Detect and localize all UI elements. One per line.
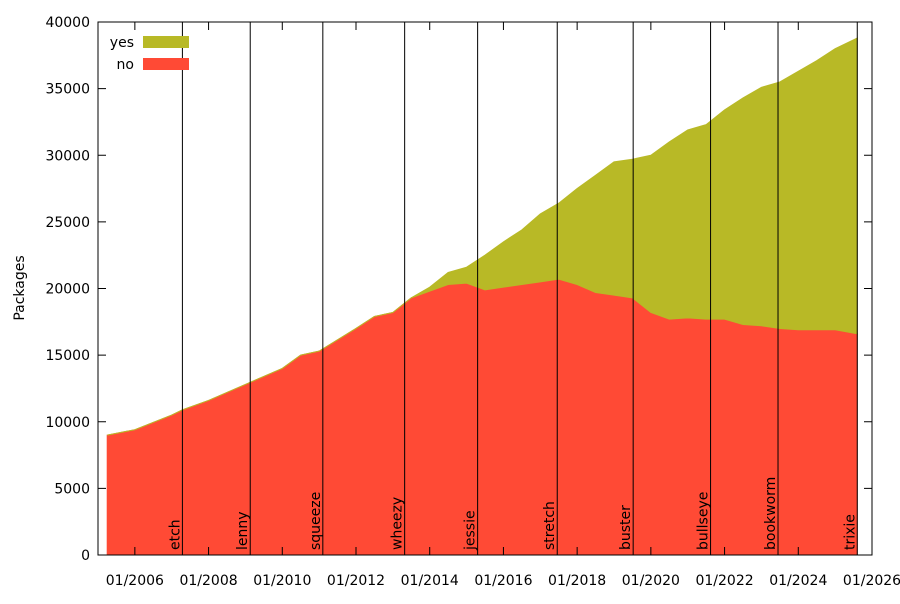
x-tick-label: 01/2024 [769,573,827,589]
legend-label-yes: yes [110,35,134,51]
legend-swatch-yes [143,36,189,48]
release-label-bookworm: bookworm [763,477,779,550]
x-axis: 01/2006 01/2008 01/2010 01/2012 01/2014 01/20… [106,22,900,589]
x-tick-label: 01/2010 [253,573,311,589]
y-tick-label: 10000 [45,415,90,431]
x-tick-label: 01/2026 [843,573,900,589]
release-lines-group: etch lenny squeeze wheezy jessie stretch buste… [167,22,858,555]
y-tick-label: 15000 [45,348,90,364]
release-label-bullseye: bullseye [696,492,712,550]
release-label-etch: etch [167,519,183,550]
y-tick-label: 30000 [45,148,90,164]
x-tick-label: 01/2018 [548,573,606,589]
legend-swatch-no [143,58,189,70]
x-tick-label: 01/2022 [695,573,753,589]
y-axis-label: Packages [12,255,28,320]
x-tick-label: 01/2012 [327,573,385,589]
y-tick-label: 35000 [45,82,90,98]
release-label-buster: buster [618,505,634,550]
legend-label-no: no [117,57,134,73]
release-label-trixie: trixie [842,514,858,550]
y-tick-label: 5000 [54,481,90,497]
release-label-stretch: stretch [542,501,558,550]
y-axis: 0 5000 10000 15000 20000 25000 30000 35000 40000 [45,15,872,564]
x-tick-label: 01/2006 [106,573,164,589]
y-tick-label: 0 [81,548,90,564]
release-label-squeeze: squeeze [308,492,324,550]
legend: yes no [110,35,189,73]
x-tick-label: 01/2008 [179,573,237,589]
y-tick-label: 25000 [45,215,90,231]
y-tick-label: 20000 [45,282,90,298]
release-label-jessie: jessie [463,510,479,551]
x-tick-label: 01/2020 [622,573,680,589]
area-series-group [106,37,858,556]
release-label-lenny: lenny [235,511,251,550]
y-tick-label: 40000 [45,15,90,31]
x-tick-label: 01/2014 [401,573,459,589]
release-label-wheezy: wheezy [390,497,406,550]
x-tick-label: 01/2016 [474,573,532,589]
